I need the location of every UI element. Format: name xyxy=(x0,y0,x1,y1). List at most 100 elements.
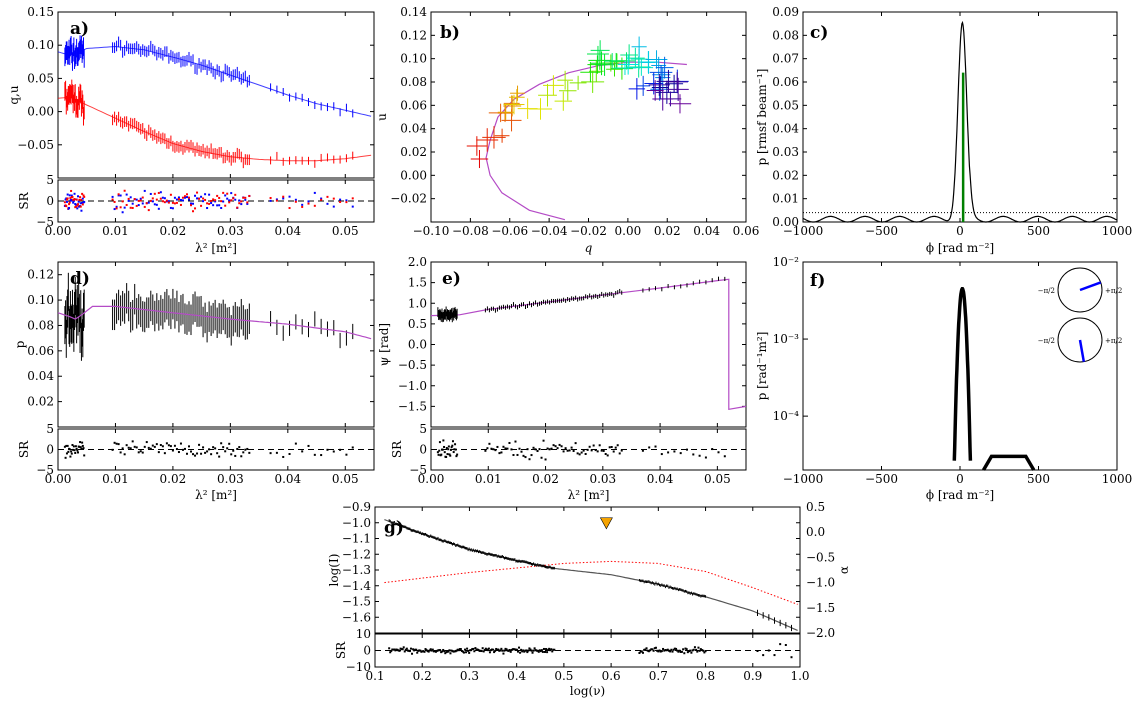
e-residual-point xyxy=(686,448,689,451)
g-residual-point xyxy=(441,650,444,653)
g-residual-point xyxy=(433,650,436,653)
e-residual-point xyxy=(648,446,651,449)
g-residual-point xyxy=(671,650,674,653)
g-residual-point xyxy=(528,647,531,650)
e-residual-point xyxy=(446,453,449,456)
g-residual-point xyxy=(466,647,469,650)
d-residual-point xyxy=(70,452,73,455)
a-residual-point xyxy=(194,194,197,197)
g-residual-point xyxy=(402,646,405,649)
a-residual-point xyxy=(121,211,124,214)
a-residual-point xyxy=(141,196,144,199)
e-residual-point xyxy=(522,454,525,457)
e-residual-point xyxy=(542,439,545,442)
e-residual-point xyxy=(692,453,695,456)
a-residual-point xyxy=(240,200,243,203)
a-residual-point xyxy=(198,197,201,200)
b-ytick-label: 0.12 xyxy=(400,28,427,42)
panel-f: −1000 −500 0 500 1000 10⁻⁴ 10⁻³ 10⁻² −π/2 +π/2 −π/… xyxy=(755,255,1132,502)
a-residual-point xyxy=(202,200,205,203)
g-residual-point xyxy=(547,648,550,651)
a-residual-point xyxy=(73,192,76,195)
g-ytick-label: −1.4 xyxy=(342,579,372,593)
g-residual-point xyxy=(488,651,491,654)
g-residual-point xyxy=(639,650,642,653)
a-residual-point xyxy=(240,203,243,206)
b-xtick-label: 0.04 xyxy=(693,224,720,238)
d-residual-point xyxy=(218,455,221,458)
a-residual-point xyxy=(190,204,193,207)
e-residual-point xyxy=(566,449,569,452)
g-residual-point xyxy=(502,652,505,655)
d-residual-point xyxy=(131,440,134,443)
a-residual-point xyxy=(111,198,114,201)
g-residual-point xyxy=(699,648,702,651)
d-residual-point xyxy=(79,446,82,449)
g-residual-point xyxy=(509,650,512,653)
g-ytick-label: −1.3 xyxy=(342,563,371,577)
d-residual-point xyxy=(163,452,166,455)
g-residual-point xyxy=(467,649,470,652)
d-ytick-label: 0.10 xyxy=(27,293,54,307)
g-residual-point xyxy=(652,649,655,652)
d-residual-point xyxy=(169,445,172,448)
a-residual-point xyxy=(204,198,207,201)
e-residual-point xyxy=(588,445,591,448)
d-residual-point xyxy=(81,441,84,444)
e-residual-point xyxy=(618,452,621,455)
e-residual-xtick-label: 0.02 xyxy=(532,472,559,486)
g-residual-point xyxy=(672,648,675,651)
g-residual-point xyxy=(479,649,482,652)
a-residual-point xyxy=(177,198,180,201)
b-ytick-label: 0.14 xyxy=(400,5,427,19)
b-xtick-label: 0.02 xyxy=(654,224,681,238)
g-residual-point xyxy=(418,649,421,652)
g-residual-point xyxy=(472,647,475,650)
a-residual-point xyxy=(63,201,66,204)
a-residual-point xyxy=(139,199,142,202)
e-residual-point xyxy=(574,442,577,445)
g-residual-point xyxy=(688,650,691,653)
a-residual-point xyxy=(163,201,166,204)
a-residual-point xyxy=(351,197,354,200)
d-residual-ytick-label: 5 xyxy=(46,422,54,436)
g-residual-point xyxy=(779,643,782,646)
g-residual-point xyxy=(429,648,432,651)
a-residual-point xyxy=(177,196,180,199)
g-residual-point xyxy=(644,648,647,651)
b-ytick-label: 0.00 xyxy=(400,168,427,182)
b-ylabel: u xyxy=(375,113,389,121)
g-residual-point xyxy=(514,648,517,651)
a-residual-ytick-label: 0 xyxy=(46,194,54,208)
g-residual-point xyxy=(478,649,481,652)
g-residual-point xyxy=(428,649,431,652)
b-ytick-label: 0.06 xyxy=(400,98,427,112)
a-residual-point xyxy=(159,197,162,200)
a-ytick-label: 0.10 xyxy=(27,38,54,52)
g-residual-point xyxy=(533,647,536,650)
g-residual-point xyxy=(417,649,420,652)
g-residual-ytick-label: −10 xyxy=(346,660,371,674)
e-ytick-label: 0.0 xyxy=(408,338,427,352)
d-residual-point xyxy=(220,442,223,445)
d-residual-point xyxy=(202,446,205,449)
d-residual-point xyxy=(351,446,354,449)
a-residual-point xyxy=(145,202,148,205)
g-residual-point xyxy=(538,649,541,652)
g-residual-point xyxy=(454,650,457,653)
a-residual-point xyxy=(339,198,342,201)
a-residual-point xyxy=(248,195,251,198)
e-residual-point xyxy=(492,448,495,451)
b-frame xyxy=(430,11,747,223)
e-residual-point xyxy=(451,444,454,447)
panel-label-e: e) xyxy=(442,269,461,289)
e-residual-point xyxy=(536,450,539,453)
a-residual-point xyxy=(119,206,122,209)
g-residual-point xyxy=(685,648,688,651)
d-residual-point xyxy=(179,442,182,445)
g-residual-point xyxy=(482,650,485,653)
e-residual-point xyxy=(436,451,439,454)
c-ytick-label: 0.07 xyxy=(772,52,799,66)
g-residual-point xyxy=(544,650,546,653)
g-residual-point xyxy=(665,649,668,652)
